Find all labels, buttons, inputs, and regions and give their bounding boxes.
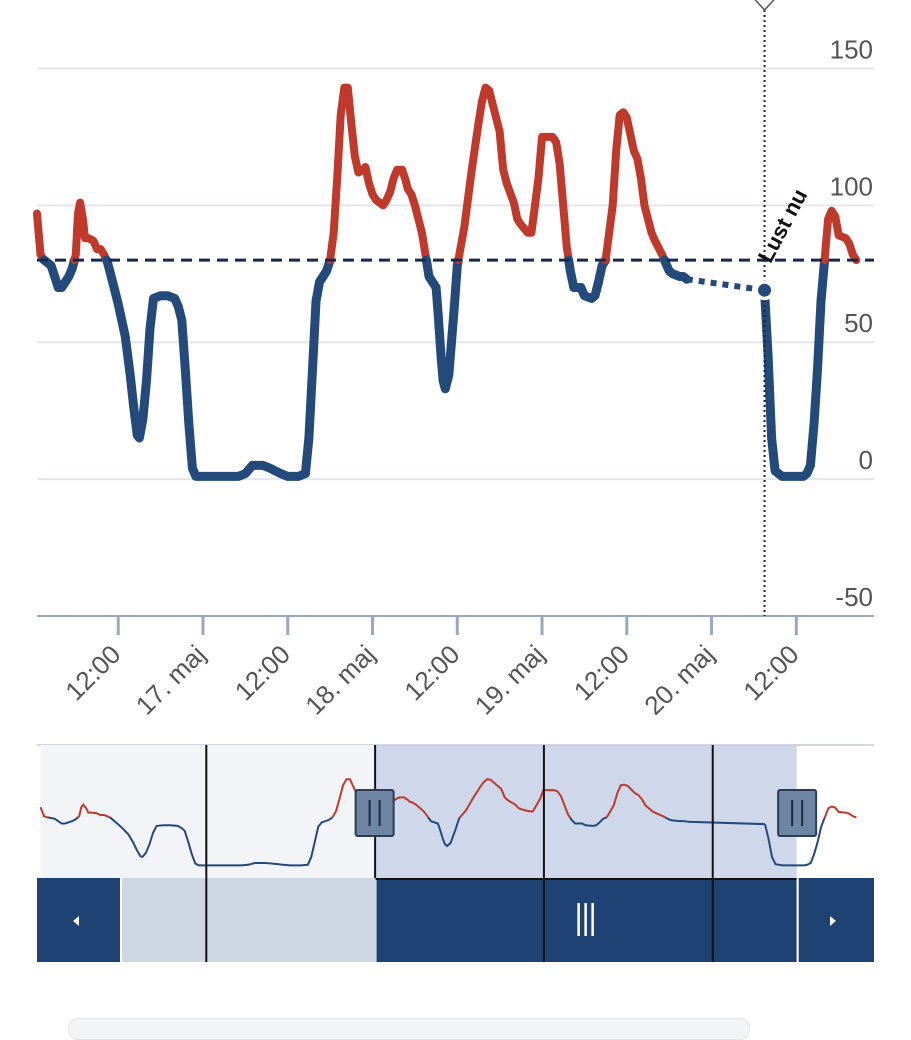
series-line-below-target (660, 255, 692, 284)
navigator-gap-line (687, 820, 766, 826)
series-line-below-target (760, 255, 830, 481)
navigator-left-handle[interactable] (354, 789, 395, 837)
scroll-right-button[interactable] (796, 878, 874, 962)
now-pin-icon (754, 0, 775, 12)
range-selector-bar[interactable] (68, 1018, 750, 1040)
navigator-series-line (39, 806, 48, 819)
navigator-series-line (569, 816, 608, 827)
navigator-selected-range[interactable] (374, 745, 797, 878)
series-line-below-target (421, 255, 463, 394)
x-tick-label: 19. maj (469, 639, 551, 721)
series-line-above-target (601, 108, 669, 265)
navigator-outside-shade (40, 745, 375, 878)
x-tick-label: 17. maj (130, 639, 212, 721)
series-line-above-target (33, 209, 49, 265)
x-tick-label: 12:00 (398, 639, 465, 706)
series-line-below-target (102, 255, 335, 481)
scrollbar-grip-icon (577, 903, 594, 936)
arrow-right-icon (830, 916, 836, 926)
x-tick-label: 18. maj (299, 639, 381, 721)
navigator-series-line (764, 817, 826, 867)
handle-body (354, 789, 395, 837)
navigator-series-line (823, 805, 857, 819)
navigator-series-line (47, 816, 79, 825)
navigator-series-line (664, 816, 688, 823)
y-axis-labels: 150 100 50 0 -50 (830, 34, 873, 612)
x-axis: 12:00 17. maj 12:00 18. maj 12:00 19. maj 12:0… (37, 615, 874, 721)
navigator-series-line (459, 778, 571, 819)
navigator-series-line (427, 816, 461, 848)
navigator[interactable] (37, 744, 874, 878)
navigator-series-line (109, 816, 333, 867)
y-tick-label: 0 (859, 445, 873, 475)
now-label: Lust nu (753, 185, 812, 267)
series-line-below-target (39, 255, 79, 292)
series-line-above-target (70, 198, 111, 265)
series-line-above-target (454, 83, 573, 265)
scroll-right-button-bg (798, 878, 874, 962)
navigator-series (39, 778, 857, 867)
y-tick-label: 50 (844, 308, 873, 338)
y-tick-label: -50 (835, 582, 873, 612)
x-tick-label: 12:00 (737, 639, 804, 706)
glucose-series (33, 83, 861, 481)
navigator-series-line (605, 783, 666, 819)
arrow-left-icon (73, 916, 79, 926)
y-tick-label: 150 (830, 34, 873, 64)
series-gap-line (686, 276, 765, 294)
series-line-above-target (820, 206, 861, 265)
x-tick-label: 12:00 (59, 639, 126, 706)
scroll-left-button[interactable] (37, 878, 122, 962)
navigator-series-line (77, 803, 111, 819)
x-tick-label: 12:00 (568, 639, 635, 706)
series-line-above-target (326, 83, 431, 265)
scrollbar-gridlines (205, 878, 874, 962)
x-tick-label: 12:00 (229, 639, 296, 706)
scrollbar[interactable] (37, 878, 874, 962)
handle-body (777, 789, 818, 837)
now-dot (758, 283, 772, 297)
y-tick-label: 100 (830, 171, 873, 201)
x-tick-label: 20. maj (638, 639, 720, 721)
navigator-right-handle[interactable] (777, 789, 818, 837)
series-line-below-target (564, 255, 611, 303)
